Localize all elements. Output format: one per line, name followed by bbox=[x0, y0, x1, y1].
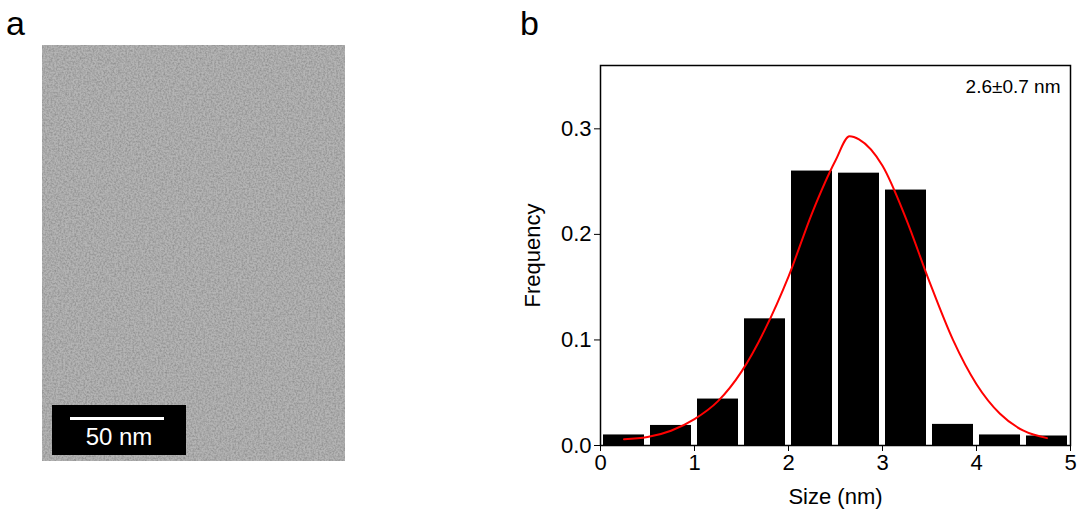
svg-text:1: 1 bbox=[688, 450, 700, 475]
svg-text:4: 4 bbox=[970, 450, 982, 475]
svg-text:0: 0 bbox=[594, 450, 606, 475]
svg-text:0.1: 0.1 bbox=[561, 327, 592, 352]
svg-text:Frequency: Frequency bbox=[520, 204, 545, 308]
svg-text:2.6±0.7 nm: 2.6±0.7 nm bbox=[966, 76, 1061, 97]
svg-text:50 nm: 50 nm bbox=[86, 423, 153, 450]
html-text:b: b bbox=[520, 4, 539, 42]
svg-text:0.2: 0.2 bbox=[561, 221, 592, 246]
svg-text:0.3: 0.3 bbox=[561, 116, 592, 141]
svg-text:5: 5 bbox=[1064, 450, 1076, 475]
svg-text:2: 2 bbox=[782, 450, 794, 475]
html-text:a: a bbox=[6, 4, 25, 42]
svg-text:3: 3 bbox=[876, 450, 888, 475]
svg-text:0.0: 0.0 bbox=[561, 433, 592, 458]
svg-text:Size (nm): Size (nm) bbox=[788, 484, 882, 509]
